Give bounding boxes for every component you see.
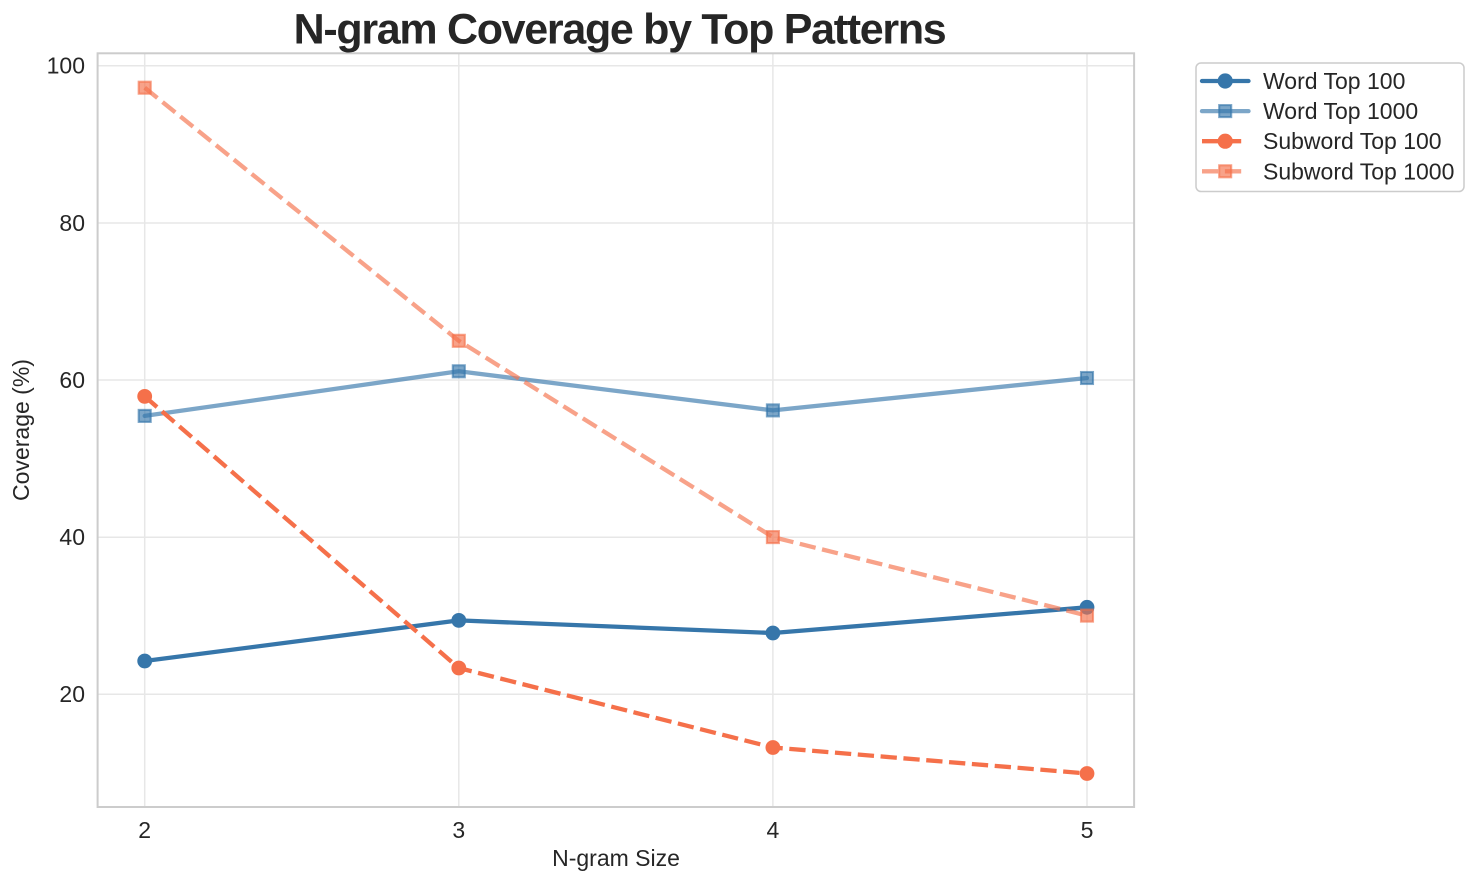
svg-text:Subword Top 1000: Subword Top 1000 bbox=[1263, 158, 1454, 184]
svg-text:80: 80 bbox=[59, 210, 85, 236]
svg-text:20: 20 bbox=[59, 681, 85, 707]
svg-text:Word Top 1000: Word Top 1000 bbox=[1263, 98, 1418, 124]
svg-text:2: 2 bbox=[138, 817, 151, 843]
svg-text:Subword Top 100: Subword Top 100 bbox=[1263, 128, 1442, 154]
svg-text:40: 40 bbox=[59, 524, 85, 550]
svg-text:Coverage (%): Coverage (%) bbox=[8, 359, 34, 501]
svg-text:N-gram Size: N-gram Size bbox=[552, 845, 680, 871]
svg-text:N-gram Coverage by Top Pattern: N-gram Coverage by Top Patterns bbox=[294, 6, 946, 54]
svg-text:60: 60 bbox=[59, 367, 85, 393]
svg-text:3: 3 bbox=[452, 817, 465, 843]
svg-text:5: 5 bbox=[1081, 817, 1094, 843]
svg-text:100: 100 bbox=[47, 53, 85, 79]
svg-text:4: 4 bbox=[767, 817, 780, 843]
svg-text:Word Top 100: Word Top 100 bbox=[1263, 68, 1405, 94]
